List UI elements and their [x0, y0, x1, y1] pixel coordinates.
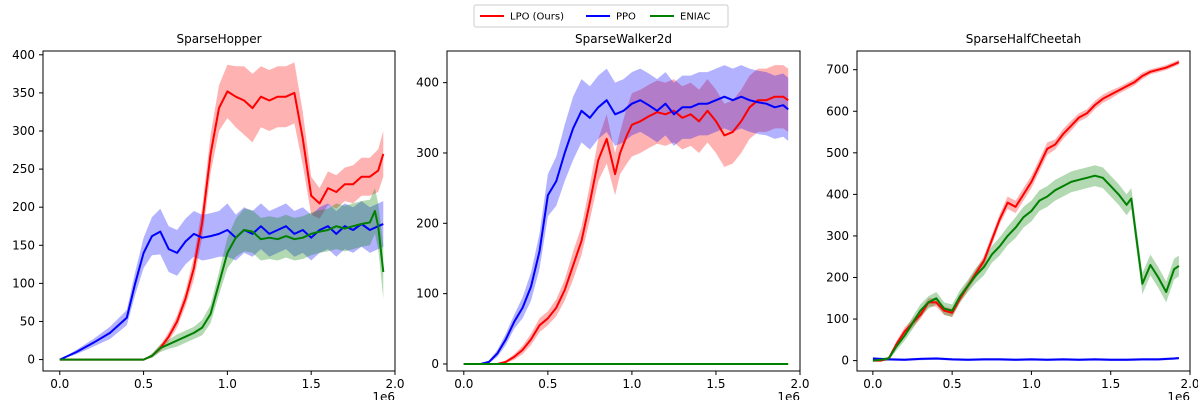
plot-area-1	[463, 65, 789, 365]
series-line-0-panel-0	[59, 90, 385, 361]
y-tick-label-0-panel-0: 0	[27, 353, 35, 367]
plot-area-0	[59, 62, 385, 361]
x-tick-label-2-panel-2: 1.0	[1022, 377, 1041, 391]
plot-area-2	[872, 59, 1180, 362]
y-tick-label-2-panel-1: 200	[416, 216, 439, 230]
series-line-2-panel-2	[872, 174, 1180, 362]
legend-label-2: ENIAC	[680, 12, 710, 23]
chart-title-0: SparseHopper	[176, 32, 261, 46]
x-scale-label-0: 1e6	[372, 390, 395, 400]
x-tick-label-3-panel-1: 1.5	[706, 377, 725, 391]
y-tick-label-4-panel-2: 400	[826, 187, 849, 201]
x-tick-label-0-panel-2: 0.0	[863, 377, 882, 391]
y-tick-label-3-panel-2: 300	[826, 229, 849, 243]
y-tick-label-3-panel-1: 300	[416, 146, 439, 160]
y-tick-label-0-panel-2: 0	[841, 354, 849, 368]
y-tick-label-0-panel-1: 0	[431, 357, 439, 371]
x-scale-label-1: 1e6	[777, 390, 800, 400]
y-tick-label-1-panel-0: 50	[20, 314, 35, 328]
y-tick-label-8-panel-0: 400	[12, 48, 35, 62]
axes-frame-0	[42, 50, 396, 372]
x-tick-label-4-panel-1: 2.0	[790, 377, 809, 391]
series-line-1-panel-2	[872, 357, 1179, 361]
y-tick-label-7-panel-2: 700	[826, 63, 849, 77]
x-tick-label-0-panel-0: 0.0	[50, 377, 69, 391]
y-tick-label-5-panel-0: 250	[12, 162, 35, 176]
band-0-panel-2	[872, 59, 1179, 362]
series-line-1-panel-1	[463, 95, 789, 365]
legend-label-1: PPO	[616, 12, 636, 23]
x-tick-label-0-panel-1: 0.0	[454, 377, 473, 391]
axes-frame-1	[446, 50, 801, 372]
band-1-panel-0	[59, 201, 384, 360]
y-tick-label-2-panel-2: 200	[826, 270, 849, 284]
y-tick-label-6-panel-0: 300	[12, 124, 35, 138]
axes-frame-2	[856, 50, 1191, 372]
x-scale-label-2: 1e6	[1167, 390, 1190, 400]
y-tick-label-7-panel-0: 350	[12, 86, 35, 100]
y-tick-label-3-panel-0: 150	[12, 238, 35, 252]
x-tick-label-4-panel-0: 2.0	[385, 377, 404, 391]
chart-title-2: SparseHalfCheetah	[966, 32, 1082, 46]
y-tick-label-1-panel-2: 100	[826, 312, 849, 326]
x-tick-label-1-panel-1: 0.5	[538, 377, 557, 391]
series-line-0-panel-1	[463, 95, 789, 365]
chart-title-1: SparseWalker2d	[575, 32, 672, 46]
y-tick-label-4-panel-1: 400	[416, 76, 439, 90]
series-line-0-panel-2	[872, 61, 1180, 362]
band-0-panel-1	[463, 65, 789, 364]
band-1-panel-1	[463, 65, 789, 364]
x-tick-label-4-panel-2: 2.0	[1180, 377, 1198, 391]
x-tick-label-2-panel-0: 1.0	[218, 377, 237, 391]
x-tick-label-3-panel-2: 1.5	[1101, 377, 1120, 391]
x-tick-label-3-panel-0: 1.5	[302, 377, 321, 391]
series-line-2-panel-0	[59, 210, 385, 361]
y-tick-label-4-panel-0: 200	[12, 200, 35, 214]
x-tick-label-2-panel-1: 1.0	[622, 377, 641, 391]
x-tick-label-1-panel-0: 0.5	[134, 377, 153, 391]
legend: LPO (Ours) PPO ENIAC	[473, 4, 729, 28]
y-tick-label-2-panel-0: 100	[12, 276, 35, 290]
y-tick-label-1-panel-1: 100	[416, 287, 439, 301]
y-tick-label-6-panel-2: 600	[826, 104, 849, 118]
y-tick-label-5-panel-2: 500	[826, 146, 849, 160]
x-tick-label-1-panel-2: 0.5	[943, 377, 962, 391]
legend-label-0: LPO (Ours)	[510, 12, 564, 23]
